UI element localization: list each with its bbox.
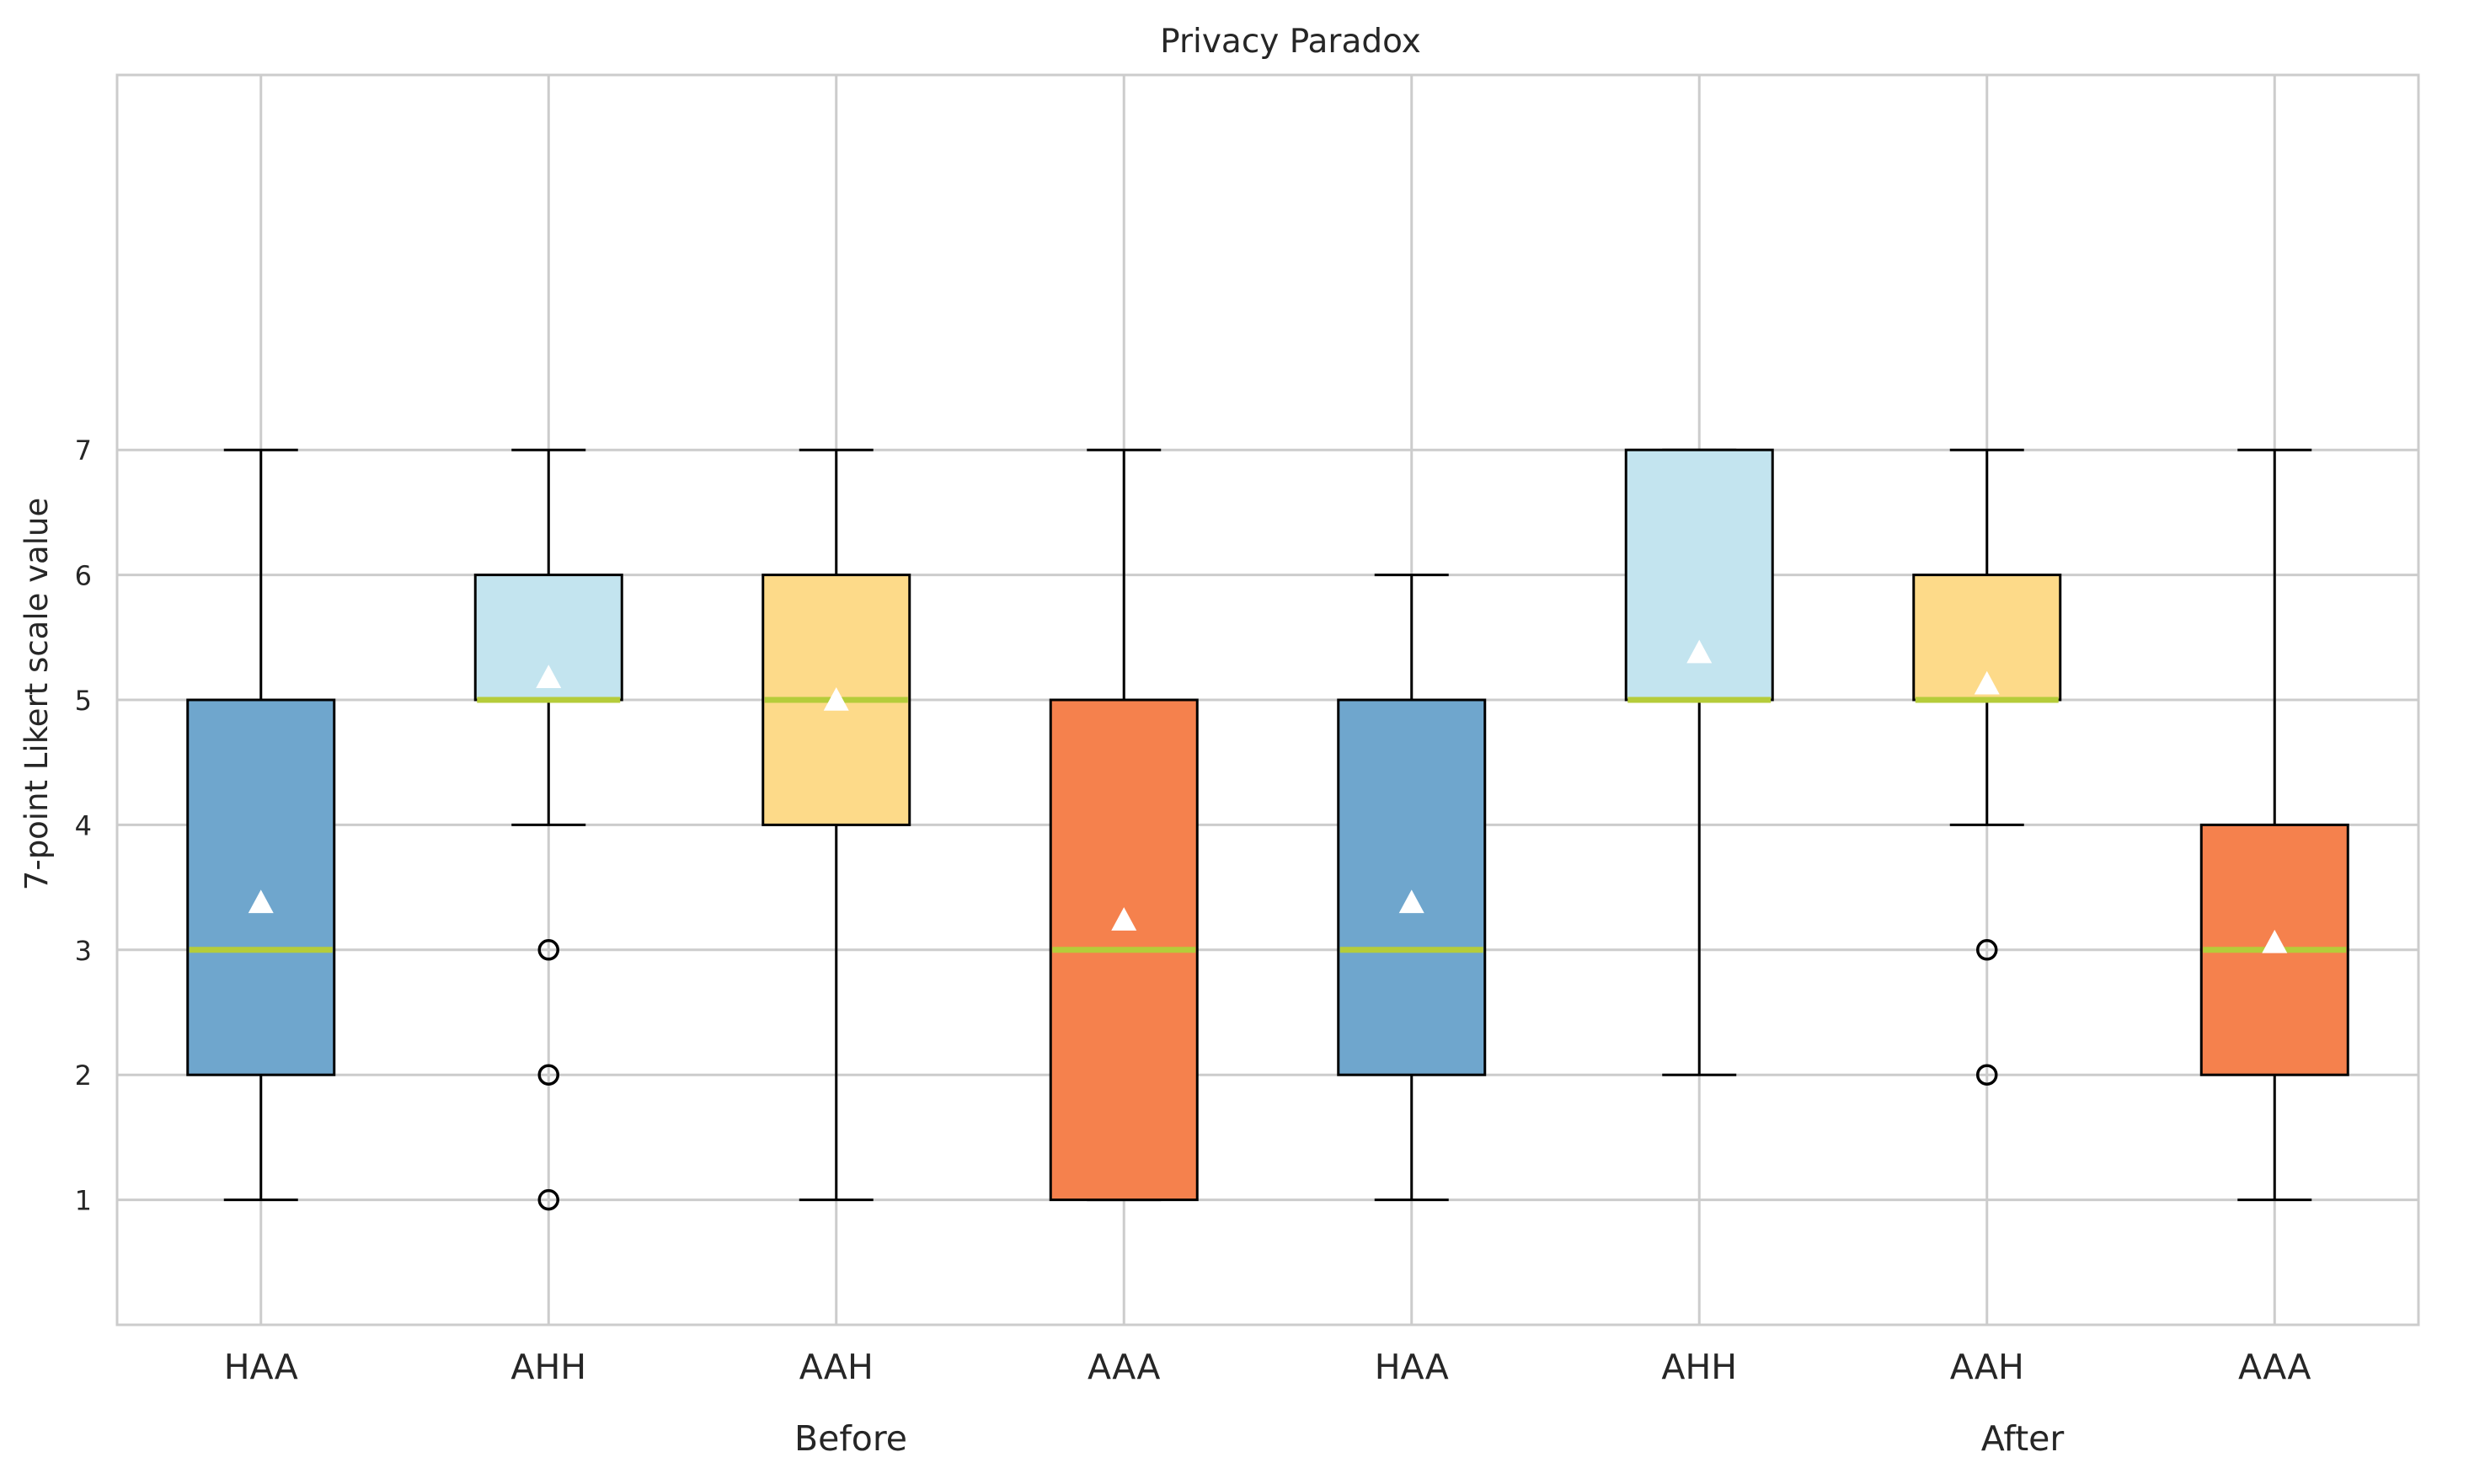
mean-marker (248, 889, 274, 914)
x-tick-label: AAA (1088, 1347, 1160, 1387)
box-iqr (1337, 698, 1487, 1076)
x-tick-label: HAA (1375, 1347, 1449, 1387)
x-tick-label: AAH (1950, 1347, 2024, 1387)
y-tick-label: 5 (75, 685, 92, 717)
y-tick-label: 3 (75, 935, 92, 967)
plot-frame (115, 73, 2420, 1327)
x-tick-label: HAA (224, 1347, 298, 1387)
group-label-before: Before (794, 1418, 907, 1459)
mean-marker (1398, 889, 1424, 914)
mean-marker (1686, 639, 1713, 664)
mean-marker (823, 687, 849, 711)
y-axis-label: 7-point Likert scale value (19, 498, 55, 890)
box-after-haa (1337, 574, 1487, 1202)
box-after-ahh (1624, 448, 1774, 1076)
outlier-point (537, 1188, 559, 1211)
box-before-aaa (1049, 448, 1199, 1202)
x-tick-label: AAA (2238, 1347, 2311, 1387)
box-before-ahh (473, 448, 623, 1211)
mean-marker (1111, 907, 1137, 931)
outlier-point (537, 939, 559, 961)
mean-marker (2262, 929, 2288, 953)
boxes-layer (186, 448, 2349, 1211)
labels-layer: 1 2 3 4 5 6 7 HAA AHH AAH AAA HAA AHH AAH AAA (75, 435, 2311, 1387)
mean-marker (536, 665, 562, 689)
y-tick-label: 4 (75, 809, 92, 841)
outlier-point (1976, 1064, 1998, 1086)
box-before-haa (186, 448, 336, 1202)
outlier-point (1976, 939, 1998, 961)
y-tick-label: 7 (75, 435, 92, 467)
box-before-aah (762, 448, 911, 1202)
box-iqr (186, 698, 336, 1076)
y-tick-label: 1 (75, 1185, 92, 1217)
chart-title: Privacy Paradox (1160, 23, 1421, 61)
x-tick-label: AAH (799, 1347, 874, 1387)
y-tick-label: 6 (75, 560, 92, 592)
x-tick-label: AHH (1661, 1347, 1737, 1387)
x-tick-label: AHH (510, 1347, 586, 1387)
group-label-after: After (1981, 1418, 2065, 1459)
box-after-aah (1912, 448, 2062, 1086)
outlier-point (537, 1064, 559, 1086)
mean-marker (1974, 670, 2000, 695)
y-tick-label: 2 (75, 1060, 92, 1092)
box-after-aaa (2199, 448, 2349, 1202)
